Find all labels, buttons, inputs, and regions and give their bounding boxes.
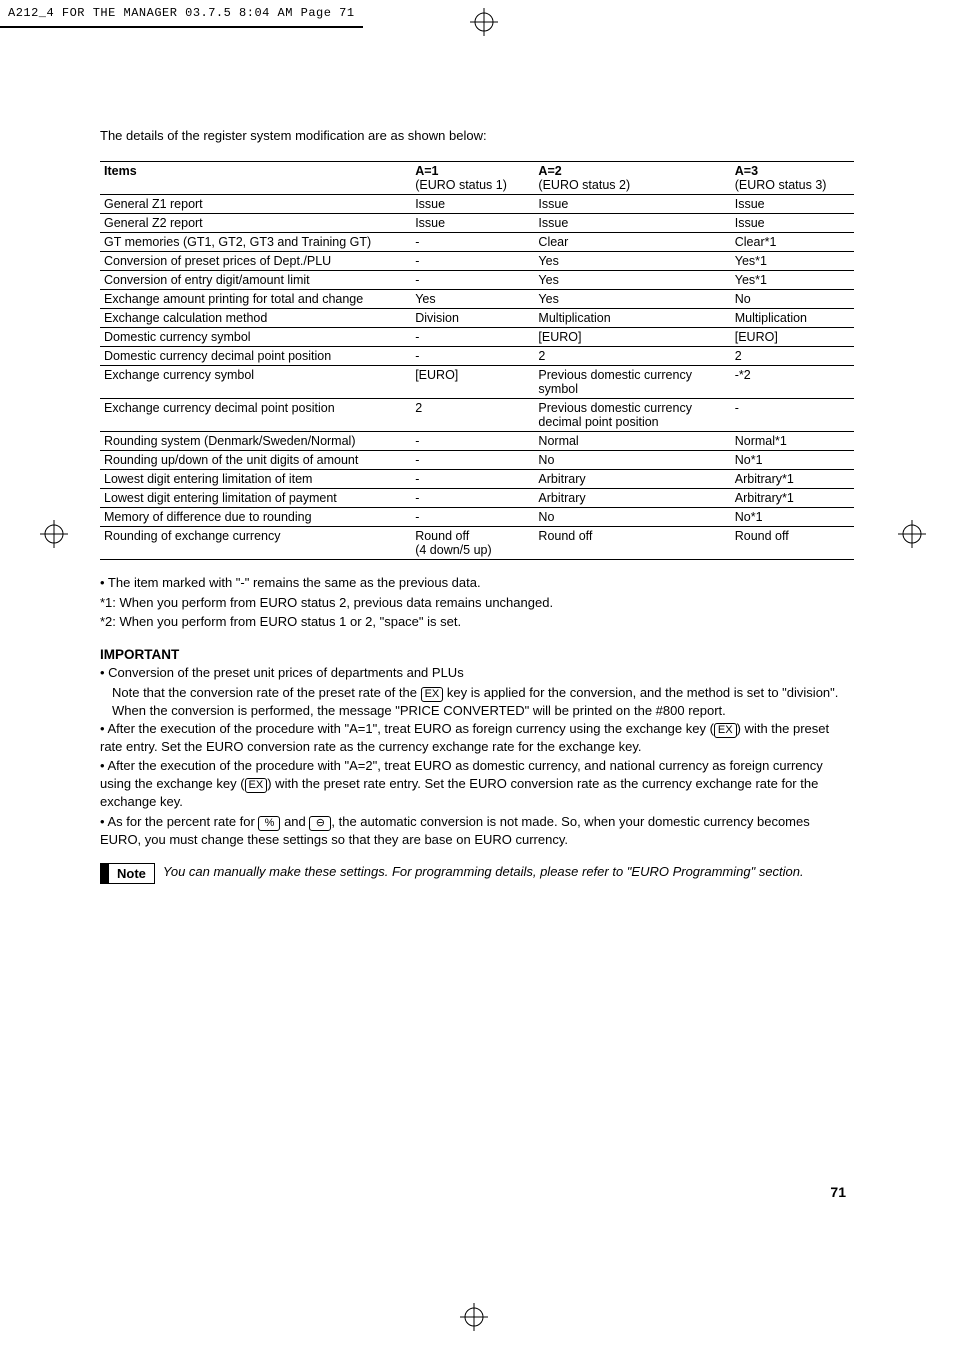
th-a1: A=1(EURO status 1) (411, 162, 534, 195)
table-row: General Z1 reportIssueIssueIssue (100, 195, 854, 214)
table-row: GT memories (GT1, GT2, GT3 and Training … (100, 233, 854, 252)
th-a3: A=3(EURO status 3) (731, 162, 854, 195)
crop-mark-icon (460, 1303, 488, 1331)
note-text: You can manually make these settings. Fo… (163, 863, 854, 881)
table-row: Lowest digit entering limitation of item… (100, 470, 854, 489)
table-row: Exchange calculation methodDivisionMulti… (100, 309, 854, 328)
minus-key-icon: ⊖ (309, 816, 331, 831)
intro-text: The details of the register system modif… (100, 128, 854, 143)
table-row: Exchange currency symbol[EURO]Previous d… (100, 366, 854, 399)
crop-mark-icon (898, 520, 926, 548)
table-row: Lowest digit entering limitation of paym… (100, 489, 854, 508)
page-number: 71 (100, 1184, 854, 1200)
table-row: Memory of difference due to rounding-NoN… (100, 508, 854, 527)
table-row: Rounding up/down of the unit digits of a… (100, 451, 854, 470)
table-row: Conversion of preset prices of Dept./PLU… (100, 252, 854, 271)
post-table-notes: • The item marked with "-" remains the s… (100, 574, 854, 631)
table-row: Exchange amount printing for total and c… (100, 290, 854, 309)
table-row: Domestic currency decimal point position… (100, 347, 854, 366)
important-bullets: • Conversion of the preset unit prices o… (100, 664, 854, 850)
ex-key-icon: EX (421, 687, 444, 702)
ex-key-icon: EX (245, 778, 268, 793)
table-row: Conversion of entry digit/amount limit-Y… (100, 271, 854, 290)
th-items: Items (100, 162, 411, 195)
table-row: General Z2 reportIssueIssueIssue (100, 214, 854, 233)
table-row: Exchange currency decimal point position… (100, 399, 854, 432)
table-row: Rounding of exchange currencyRound off(4… (100, 527, 854, 560)
ex-key-icon: EX (714, 723, 737, 738)
note-block: Note You can manually make these setting… (100, 863, 854, 884)
table-row: Rounding system (Denmark/Sweden/Normal)-… (100, 432, 854, 451)
percent-key-icon: % (258, 816, 280, 831)
th-a2: A=2(EURO status 2) (534, 162, 730, 195)
crop-mark-icon (470, 8, 498, 36)
table-row: Domestic currency symbol-[EURO][EURO] (100, 328, 854, 347)
important-heading: IMPORTANT (100, 647, 854, 662)
crop-mark-icon (40, 520, 68, 548)
system-modification-table: Items A=1(EURO status 1) A=2(EURO status… (100, 161, 854, 560)
note-badge: Note (108, 863, 155, 884)
print-header: A212_4 FOR THE MANAGER 03.7.5 8:04 AM Pa… (0, 0, 363, 28)
